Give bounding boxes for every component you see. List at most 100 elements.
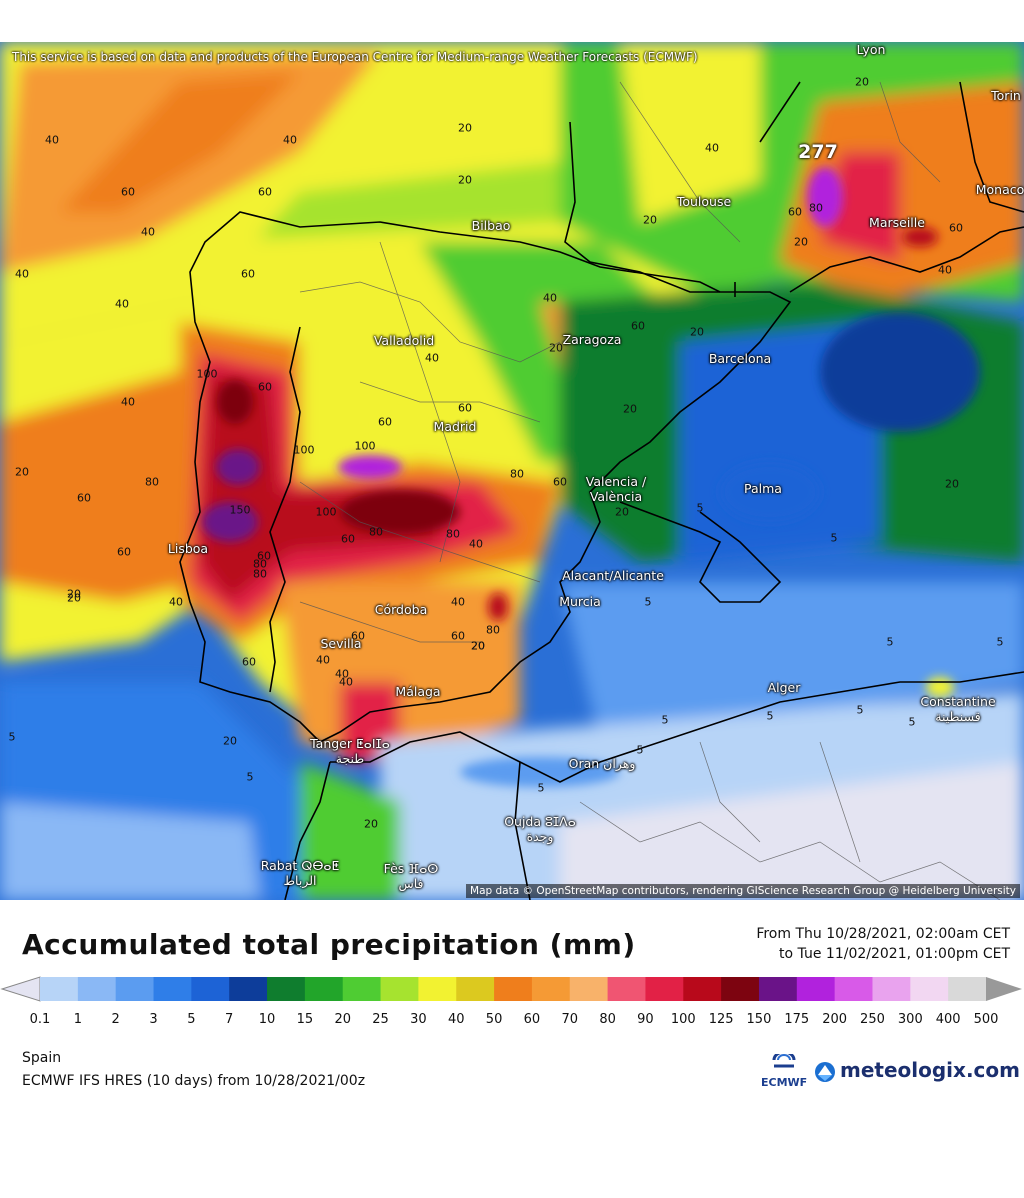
scale-tick-label: 100 xyxy=(670,1012,696,1027)
ecmwf-logo-text: ECMWF xyxy=(761,1076,808,1089)
scale-cell xyxy=(645,977,684,1001)
scale-cell xyxy=(456,977,495,1001)
contour-label: 60 xyxy=(378,415,392,429)
scale-cell xyxy=(796,977,836,1001)
model-run: ECMWF IFS HRES (10 days) from 10/28/2021… xyxy=(22,1073,366,1089)
contour-label: 150 xyxy=(229,503,251,517)
contour-label: 20 xyxy=(458,173,472,187)
contour-label: 40 xyxy=(45,133,59,147)
scale-cell xyxy=(494,977,533,1001)
scale-tick-label: 300 xyxy=(897,1012,923,1027)
city-alger: Alger xyxy=(767,680,801,695)
contour-label: 80 xyxy=(145,475,159,489)
scale-cell xyxy=(418,977,457,1001)
contour-label: 100 xyxy=(315,505,337,519)
scale-tick-label: 5 xyxy=(187,1012,196,1027)
contour-label: 60 xyxy=(77,491,91,505)
contour-label: 20 xyxy=(549,341,563,355)
contour-label: 40 xyxy=(316,653,330,667)
scale-tick-label: 0.1 xyxy=(29,1012,51,1027)
scale-cell xyxy=(910,977,949,1001)
contour-label: 60 xyxy=(458,401,472,415)
contour-label: 60 xyxy=(341,532,355,546)
city-valladolid: Valladolid xyxy=(373,333,435,348)
color-scale xyxy=(0,976,1022,1002)
contour-label: 100 xyxy=(196,367,218,381)
scale-cell xyxy=(267,977,306,1001)
precipitation-map[interactable]: This service is based on data and produc… xyxy=(0,42,1024,900)
map-attribution[interactable]: Map data © OpenStreetMap contributors, r… xyxy=(466,884,1020,898)
contour-label: 20 xyxy=(855,75,869,89)
scale-tick-label: 125 xyxy=(708,1012,734,1027)
contour-label: 40 xyxy=(938,263,952,277)
scale-tick-label: 175 xyxy=(784,1012,810,1027)
contour-label: 80 xyxy=(253,567,267,581)
scale-cell xyxy=(531,977,571,1001)
city-madrid: Madrid xyxy=(433,419,477,434)
city-rabat: Rabat ⵕⴱⴰⵟ الرباط xyxy=(260,858,340,888)
contour-label: 60 xyxy=(121,185,135,199)
city-valencia: Valencia / València xyxy=(585,474,647,504)
contour-label: 60 xyxy=(949,221,963,235)
contour-label: 80 xyxy=(510,467,524,481)
contour-label: 40 xyxy=(425,351,439,365)
scale-tick-label: 50 xyxy=(485,1012,503,1027)
contour-label: 5 xyxy=(537,781,545,795)
meteologix-brand[interactable]: meteologix.com xyxy=(840,1058,1020,1082)
contour-label: 5 xyxy=(908,715,916,729)
city-monaco: Monaco xyxy=(975,182,1024,197)
contour-label: 40 xyxy=(115,297,129,311)
scale-cell xyxy=(758,977,798,1001)
scale-cell xyxy=(304,977,344,1001)
city-barcelona: Barcelona xyxy=(708,351,772,366)
city-toulouse: Toulouse xyxy=(676,194,732,209)
contour-label: 60 xyxy=(631,319,645,333)
scale-tick-label: 3 xyxy=(149,1012,158,1027)
contour-label: 20 xyxy=(15,465,29,479)
contour-label: 5 xyxy=(246,770,254,784)
scale-tick-label: 250 xyxy=(860,1012,885,1027)
scale-cell xyxy=(380,977,419,1001)
contour-label: 60 xyxy=(351,629,365,643)
city-murcia: Murcia xyxy=(559,594,601,609)
scale-cell xyxy=(40,977,79,1001)
contour-label: 5 xyxy=(8,730,16,744)
ecmwf-logo xyxy=(772,1054,796,1068)
contour-label: 5 xyxy=(696,501,704,515)
city-constantine: Constantine قسنطينة xyxy=(920,694,996,724)
scale-tick-label: 10 xyxy=(258,1012,276,1027)
city-lyon: Lyon xyxy=(856,42,886,57)
legend-title: Accumulated total precipitation (mm) xyxy=(22,928,636,961)
scale-cell xyxy=(229,977,268,1001)
scale-cell xyxy=(153,977,192,1001)
city-malaga: Málaga xyxy=(395,684,441,699)
city-sevilla: Sevilla xyxy=(320,636,362,651)
scale-tick-label: 15 xyxy=(296,1012,314,1027)
scale-tick-label: 60 xyxy=(523,1012,541,1027)
scale-tick-label: 150 xyxy=(746,1012,772,1027)
ecmwf-attribution: This service is based on data and produc… xyxy=(12,50,698,64)
contour-label: 20 xyxy=(623,402,637,416)
scale-tick-label: 25 xyxy=(372,1012,389,1027)
contour-label: 40 xyxy=(451,595,465,609)
contour-label: 60 xyxy=(451,629,465,643)
scale-tick-label: 30 xyxy=(410,1012,427,1027)
city-lisboa: Lisboa xyxy=(167,541,209,556)
city-oran: Oran وهران xyxy=(568,756,636,771)
contour-label: 5 xyxy=(856,703,864,717)
contour-label: 100 xyxy=(293,443,315,457)
city-cordoba: Córdoba xyxy=(374,602,428,617)
contour-label: 20 xyxy=(67,587,81,601)
contour-label: 60 xyxy=(788,205,802,219)
contour-label: 20 xyxy=(471,639,485,653)
period-to: to Tue 11/02/2021, 01:00pm CET xyxy=(779,946,1010,962)
scale-cell xyxy=(872,977,911,1001)
scale-tick-label: 90 xyxy=(637,1012,654,1027)
city-bilbao: Bilbao xyxy=(471,218,511,233)
scale-cell xyxy=(569,977,609,1001)
contour-label: 80 xyxy=(446,527,460,541)
scale-tick-label: 20 xyxy=(334,1012,351,1027)
contour-label: 40 xyxy=(339,675,353,689)
scale-cell xyxy=(721,977,760,1001)
scale-tick-label: 200 xyxy=(822,1012,848,1027)
